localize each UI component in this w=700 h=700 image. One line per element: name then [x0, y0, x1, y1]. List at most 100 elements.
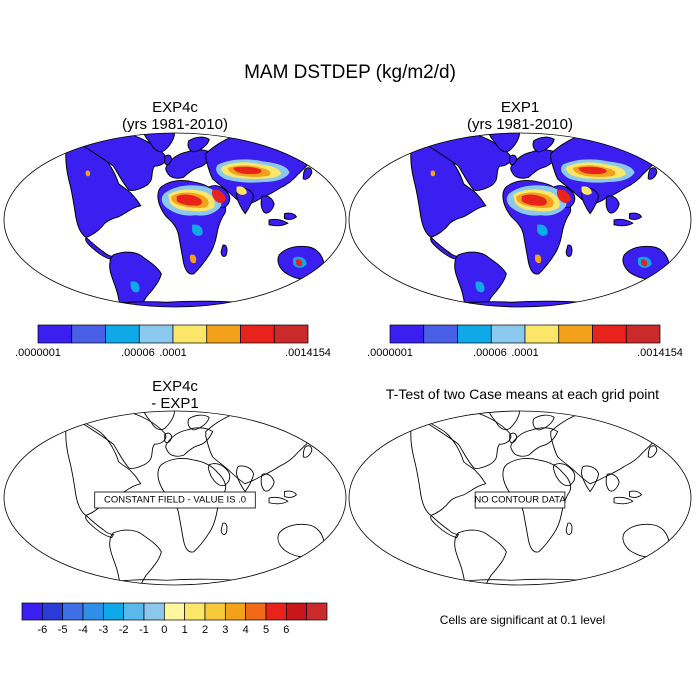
- colorbar-box: [143, 602, 165, 621]
- panel-title-line2: - EXP1: [151, 395, 199, 412]
- colorbar-box: [172, 324, 208, 344]
- panel-title-line1: EXP1: [500, 99, 540, 116]
- colorbar-tick-label: -2: [119, 624, 129, 636]
- colorbar-box: [206, 324, 241, 344]
- map-exp1: [348, 132, 692, 308]
- colorbar-tick-label: 4: [243, 624, 249, 636]
- colorbar-box: [21, 602, 43, 621]
- arabia-core: [556, 189, 572, 203]
- sahara-core: [176, 194, 202, 206]
- figure-title: MAM DSTDEP (kg/m2/d): [244, 62, 456, 83]
- na-core: [430, 170, 436, 177]
- colorbar-exp1: .0000001 .00006 .0001 .0014154: [367, 324, 683, 359]
- dust-hotspots: [430, 159, 652, 293]
- map-exp4c: [3, 132, 347, 308]
- sa-halo: [475, 281, 485, 293]
- colorbar-tick-label: .0000001: [367, 347, 413, 359]
- significance-note: Cells are significant at 0.1 level: [439, 613, 606, 627]
- colorbar-tick-label: .00006: [473, 347, 507, 359]
- colorbar-box: [163, 602, 186, 621]
- colorbar-box: [592, 324, 627, 344]
- map-message-box: [474, 491, 566, 509]
- map-message-box: [94, 491, 256, 509]
- panel-title-diff: EXP4c - EXP1: [40, 378, 310, 412]
- asia-core: [233, 166, 262, 175]
- map-border: [348, 132, 692, 308]
- colorbar-box: [625, 324, 661, 344]
- colorbar-diff: -6 -5 -4 -3 -2 -1 0 1 2 3 4 5 6: [21, 602, 328, 636]
- colorbar-box: [62, 602, 84, 621]
- map-border: [3, 132, 347, 308]
- map-diff: CONSTANT FIELD - VALUE IS .0: [3, 410, 347, 586]
- colorbar-tick-label: .0014154: [285, 347, 331, 359]
- kalahari-halo: [192, 224, 203, 236]
- colorbar-box: [285, 602, 308, 621]
- colorbar-box: [105, 324, 140, 344]
- map-ttest: NO CONTOUR DATA: [348, 410, 692, 586]
- colorbar-tick-label: 2: [202, 624, 208, 636]
- colorbar-box: [224, 602, 247, 621]
- colorbar-box: [184, 602, 206, 621]
- colorbar-box: [490, 324, 526, 344]
- asia-core: [578, 166, 607, 175]
- kalahari-core: [534, 254, 542, 264]
- kalahari-halo: [537, 224, 548, 236]
- map-message: CONSTANT FIELD - VALUE IS .0: [104, 495, 246, 506]
- colorbar-tick-label: .00006: [121, 347, 155, 359]
- na-core: [85, 170, 91, 177]
- colorbar-box: [457, 324, 492, 344]
- map-message: NO CONTOUR DATA: [474, 495, 566, 506]
- colorbar-tick-label: 6: [283, 624, 289, 636]
- colorbar-box: [102, 602, 125, 621]
- colorbar-tick-label: .0001: [511, 347, 539, 359]
- colorbar-box: [138, 324, 174, 344]
- colorbar-tick-label: .0000001: [15, 347, 61, 359]
- sahara-core: [521, 194, 547, 206]
- colorbar-tick-label: .0014154: [637, 347, 683, 359]
- kalahari-core: [189, 254, 197, 264]
- dust-hotspots: [85, 159, 307, 293]
- panel-title-line1: EXP4c: [152, 378, 198, 395]
- colorbar-tick-label: -3: [98, 624, 108, 636]
- colorbar-tick-label: -5: [58, 624, 68, 636]
- colorbar-tick-label: 5: [263, 624, 269, 636]
- land-masses: [410, 133, 681, 307]
- panel-title-line2: (yrs 1981-2010): [467, 116, 573, 133]
- colorbar-exp4c: .0000001 .00006 .0001 .0014154: [15, 324, 331, 359]
- land-masses: [65, 133, 336, 307]
- colorbar-box: [204, 602, 226, 621]
- colorbar-tick-label: -6: [37, 624, 47, 636]
- thar-core: [236, 186, 247, 195]
- colorbar-box: [558, 324, 593, 344]
- colorbar-tick-label: 1: [182, 624, 188, 636]
- map-border: [348, 410, 692, 586]
- thar-core: [581, 186, 592, 195]
- colorbar-box: [273, 324, 309, 344]
- sa-halo: [130, 281, 140, 293]
- map-border: [3, 410, 347, 586]
- colorbar-box: [240, 324, 275, 344]
- panel-title-line2: (yrs 1981-2010): [122, 116, 228, 133]
- panel-title-line1: EXP4c: [152, 99, 198, 116]
- colorbar-box: [71, 324, 106, 344]
- colorbar-box: [82, 602, 104, 621]
- colorbar-tick-label: 0: [161, 624, 167, 636]
- colorbar-box: [524, 324, 560, 344]
- arabia-core: [211, 189, 227, 203]
- colorbar-box: [306, 602, 328, 621]
- colorbar-tick-label: -4: [78, 624, 88, 636]
- panel-title-line1: T-Test of two Case means at each grid po…: [385, 386, 660, 402]
- australia-core: [640, 259, 648, 267]
- colorbar-tick-label: .0001: [159, 347, 187, 359]
- panel-title-exp4c: EXP4c (yrs 1981-2010): [40, 99, 310, 133]
- colorbar-tick-label: 3: [222, 624, 228, 636]
- panel-title-ttest: T-Test of two Case means at each grid po…: [350, 386, 695, 403]
- colorbar-box: [41, 602, 64, 621]
- panel-title-exp1: EXP1 (yrs 1981-2010): [385, 99, 655, 133]
- colorbar-box: [37, 324, 73, 344]
- colorbar-box: [123, 602, 145, 621]
- colorbar-box: [423, 324, 458, 344]
- colorbar-box: [245, 602, 267, 621]
- colorbar-box: [389, 324, 425, 344]
